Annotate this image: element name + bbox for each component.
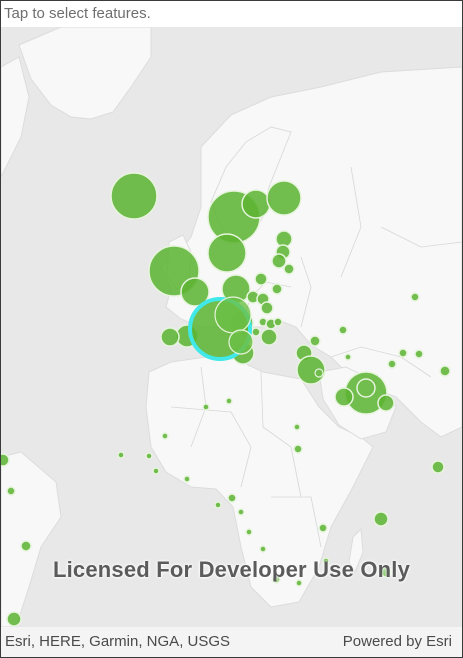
instruction-text: Tap to select features.	[4, 5, 151, 22]
land-madagascar	[348, 527, 364, 574]
feature-africa-12[interactable]	[295, 579, 303, 587]
feature-south-america-2[interactable]	[20, 540, 32, 552]
feature-caribbean[interactable]	[6, 486, 16, 496]
feature-iraq[interactable]	[334, 387, 354, 407]
map-view[interactable]: Licensed For Developer Use Only	[1, 27, 462, 627]
feature-india[interactable]	[414, 349, 424, 359]
feature-iceland[interactable]	[110, 172, 158, 220]
feature-africa-8[interactable]	[214, 501, 222, 509]
attribution-bar: Esri, HERE, Garmin, NGA, USGS Powered by…	[1, 627, 462, 657]
land-south-america	[1, 451, 62, 627]
feature-africa-1[interactable]	[202, 403, 210, 411]
feature-iran[interactable]	[387, 359, 397, 369]
attribution-text[interactable]: Esri, HERE, Garmin, NGA, USGS	[5, 633, 231, 650]
feature-france-selected[interactable]	[188, 296, 376, 398]
feature-africa-6[interactable]	[183, 475, 191, 483]
feature-china[interactable]	[439, 365, 451, 377]
feature-africa-4[interactable]	[145, 452, 153, 460]
feature-kazakhstan[interactable]	[410, 292, 420, 302]
feature-netherlands[interactable]	[180, 277, 210, 307]
feature-denmark[interactable]	[207, 233, 247, 273]
feature-caucasus[interactable]	[338, 325, 348, 335]
feature-hungary[interactable]	[260, 301, 274, 315]
feature-poland[interactable]	[254, 272, 268, 286]
developer-watermark: Licensed For Developer Use Only	[52, 557, 411, 582]
land-greenland	[18, 27, 152, 120]
feature-russia-east[interactable]	[344, 353, 352, 361]
feature-baltic-1[interactable]	[271, 253, 287, 269]
feature-africa-5[interactable]	[152, 467, 160, 475]
feature-africa-2[interactable]	[225, 397, 233, 405]
feature-africa-13[interactable]	[293, 444, 303, 454]
feature-mongolia[interactable]	[431, 460, 445, 474]
feature-norway-small[interactable]	[241, 189, 271, 219]
feature-turkey-east[interactable]	[309, 335, 321, 347]
feature-serbia[interactable]	[273, 317, 283, 327]
feature-madagascar[interactable]	[380, 566, 392, 578]
country-borders	[170, 166, 462, 548]
feature-south-america-1[interactable]	[1, 453, 10, 467]
land-africa	[145, 356, 374, 608]
powered-by-text[interactable]: Powered by Esri	[342, 633, 452, 650]
feature-bulgaria[interactable]	[260, 328, 278, 346]
feature-africa-7[interactable]	[227, 493, 237, 503]
feature-pakistan[interactable]	[398, 348, 408, 358]
feature-africa-3[interactable]	[161, 432, 169, 440]
feature-africa-14[interactable]	[293, 423, 301, 431]
feature-africa-15[interactable]	[318, 523, 328, 533]
instruction-bar: Tap to select features.	[1, 1, 462, 27]
feature-africa-10[interactable]	[259, 545, 267, 553]
feature-sweden[interactable]	[266, 180, 302, 216]
feature-belarus[interactable]	[271, 283, 283, 295]
feature-portugal[interactable]	[160, 327, 180, 347]
feature-greece[interactable]	[251, 327, 261, 337]
feature-africa-11[interactable]	[271, 574, 281, 584]
feature-south-america-3[interactable]	[6, 611, 22, 627]
feature-africa-9[interactable]	[237, 508, 245, 516]
feature-africa-16[interactable]	[322, 557, 330, 565]
feature-africa-18[interactable]	[245, 528, 253, 536]
feature-africa-17[interactable]	[117, 451, 125, 459]
feature-uae[interactable]	[377, 394, 395, 412]
land-north-america	[1, 56, 30, 178]
feature-somalia[interactable]	[373, 511, 389, 527]
feature-baltic-2[interactable]	[283, 263, 295, 275]
basemap	[1, 27, 462, 627]
